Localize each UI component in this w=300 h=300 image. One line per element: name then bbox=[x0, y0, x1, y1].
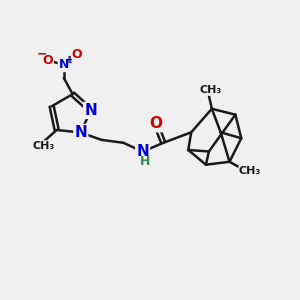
Text: O: O bbox=[149, 116, 162, 131]
Text: N: N bbox=[58, 58, 69, 71]
Text: CH₃: CH₃ bbox=[239, 167, 261, 176]
Text: −: − bbox=[37, 47, 47, 60]
Text: CH₃: CH₃ bbox=[199, 85, 221, 95]
Text: O: O bbox=[72, 48, 83, 61]
Text: H: H bbox=[140, 154, 150, 168]
Text: O: O bbox=[42, 54, 53, 67]
Text: +: + bbox=[65, 55, 73, 65]
Text: N: N bbox=[84, 103, 97, 118]
Text: N: N bbox=[136, 144, 149, 159]
Text: N: N bbox=[74, 125, 87, 140]
Text: CH₃: CH₃ bbox=[32, 141, 55, 151]
